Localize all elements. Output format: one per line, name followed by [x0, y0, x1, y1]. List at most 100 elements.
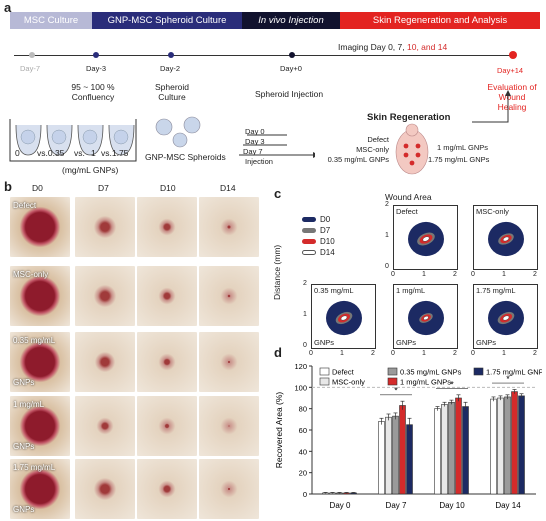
- legend-d14: D14: [320, 248, 335, 257]
- legend-swatch-1: [319, 377, 330, 386]
- skin-regen-title: Skin Regeneration: [367, 112, 451, 123]
- panel-c-label: c: [274, 186, 282, 201]
- ytick-label-100: 100: [294, 383, 307, 392]
- bar-0-2: [434, 408, 441, 495]
- wound-photo-r1-c2: [75, 197, 135, 257]
- timeline-msc-culture: MSC Culture: [10, 12, 92, 29]
- wound-xtick-3-2: 2: [371, 350, 375, 357]
- wound-contour-d14-2: [502, 236, 510, 242]
- col-d14: D14: [220, 183, 236, 193]
- row-sublabel-5: GNPs: [13, 505, 35, 514]
- y-axis-label: Recovered Area (%): [274, 392, 284, 469]
- group-175: 1.75 mg/mL GNPs: [428, 155, 490, 164]
- bar-4-1: [406, 424, 413, 495]
- injection-day3: Day 3: [245, 137, 265, 146]
- wound-contour-d14-3: [340, 315, 348, 321]
- bar-3-2: [455, 397, 462, 495]
- day-m3-label: Day-3: [86, 64, 107, 73]
- spheroids-label: GNP-MSC Spheroids: [145, 152, 226, 162]
- bar-3-1: [399, 405, 406, 495]
- xtick-label-1: Day 7: [386, 501, 407, 510]
- plate-unit: (mg/mL GNPs): [62, 165, 119, 175]
- wound-photo-r3-c3: [137, 332, 197, 392]
- wound-shape-5: [488, 300, 524, 336]
- wound-photo-r3-c4: [199, 332, 259, 392]
- wound-xtick-1-2: 2: [453, 271, 457, 278]
- day-14-note: Evaluation of Wound Healing: [487, 82, 537, 112]
- bar-2-1: [392, 415, 399, 495]
- legend-swatch-4: [473, 367, 484, 376]
- wound-xtick-1-1: 1: [422, 271, 426, 278]
- day-m2-marker: [168, 52, 174, 58]
- group-035: 0.35 mg/mL GNPs: [327, 155, 389, 164]
- wound-shape-4: [408, 300, 444, 336]
- bar-0-3: [490, 398, 497, 495]
- wound-contour-d14-4: [423, 316, 429, 320]
- wound-ytick-3-2: 2: [303, 280, 307, 287]
- row-label-5: 1.75 mg/mL: [13, 463, 56, 472]
- wound-photo-r5-c2: [75, 459, 135, 519]
- wound-photo-r2-c2: [75, 266, 135, 326]
- col-d0: D0: [32, 183, 43, 193]
- timeline-spheroid-culture: GNP-MSC Spheroid Culture: [92, 12, 242, 29]
- legend-label-1: MSC-only: [332, 378, 365, 387]
- wound-ytick-3-0: 0: [303, 342, 307, 349]
- sig-star-1: *: [394, 386, 398, 396]
- panel-b-label: b: [4, 179, 12, 194]
- panel-a-label: a: [4, 0, 12, 15]
- panel-d-label: d: [274, 345, 282, 360]
- wound-plot-sub-4: GNPs: [396, 338, 417, 347]
- wound-plot-4: 1 mg/mL GNPs: [393, 284, 458, 349]
- imaging-days: Imaging Day 0, 7, 10, and 14: [338, 42, 448, 52]
- wound-xtick-2-0: 0: [471, 271, 475, 278]
- bar-1-2: [441, 404, 448, 495]
- day-14-marker: [509, 51, 517, 59]
- wound-photo-r5-c1: [10, 459, 70, 519]
- legend-label-2: 0.35 mg/mL GNPs: [400, 368, 462, 377]
- bar-3-3: [511, 391, 518, 495]
- wound-photo-r2-c3: [137, 266, 197, 326]
- legend-label-4: 1.75 mg/mL GNPs: [486, 368, 542, 377]
- wound-shape-2: [488, 221, 524, 257]
- analysis-arrow: [472, 90, 511, 123]
- plate-label-1: vs.0.35: [37, 148, 65, 158]
- day-m7-marker: [29, 52, 35, 58]
- wound-photo-r2-c1: [10, 266, 70, 326]
- wound-photo-r4-c3: [137, 396, 197, 456]
- bar-2-2: [448, 401, 455, 495]
- plate-label-3: 1: [91, 148, 96, 158]
- day-0-marker: [289, 52, 295, 58]
- injection-day0: Day 0: [245, 127, 265, 136]
- row-label-4: 1 mg/mL: [13, 400, 45, 409]
- legend-d10: D10: [320, 237, 335, 246]
- wound-plot-sub-5: GNPs: [476, 338, 497, 347]
- day-m2-label: Day-2: [160, 64, 181, 73]
- ytick-label-60: 60: [299, 426, 307, 435]
- wound-photo-r2-c4: [199, 266, 259, 326]
- timeline-axis: [14, 55, 514, 56]
- xtick-label-3: Day 14: [495, 501, 521, 510]
- ytick-label-20: 20: [299, 469, 307, 478]
- day-0-note: Spheroid Injection: [255, 89, 324, 99]
- wound-xtick-5-2: 2: [533, 350, 537, 357]
- wound-xtick-3-0: 0: [309, 350, 313, 357]
- legend-label-0: Defect: [332, 368, 355, 377]
- wound-photo-r4-c2: [75, 396, 135, 456]
- wound-area-title: Wound Area: [385, 192, 432, 202]
- day-0-label: Day+0: [280, 64, 302, 73]
- group-defect: Defect: [367, 135, 389, 144]
- wound-plot-3: 0.35 mg/mL GNPs: [311, 284, 376, 349]
- wound-ytick-1-0: 0: [385, 263, 389, 270]
- day-14-label: Day+14: [497, 66, 524, 75]
- group-msc: MSC-only: [356, 145, 389, 154]
- legend-swatch-2: [387, 367, 398, 376]
- day-m3-marker: [93, 52, 99, 58]
- wound-plot-sub-3: GNPs: [314, 338, 335, 347]
- injection-label: Injection: [245, 157, 273, 166]
- wound-xtick-5-0: 0: [471, 350, 475, 357]
- bar-0-1: [378, 421, 385, 495]
- day-m2-note: Spheroid Culture: [154, 82, 190, 102]
- timeline-skin-regen: Skin Regeneration and Analysis: [340, 12, 540, 29]
- rat-drawing: [395, 123, 429, 175]
